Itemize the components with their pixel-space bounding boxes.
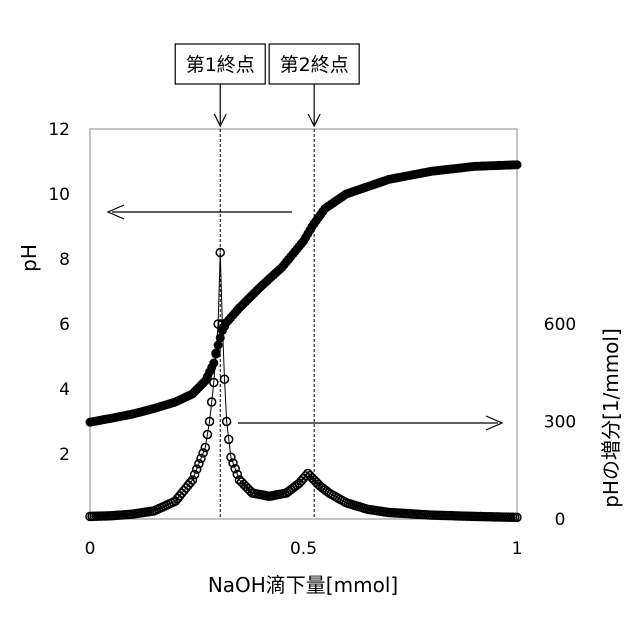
x-tick-label: 1 [512, 539, 523, 559]
left-tick-label: 12 [48, 120, 70, 140]
x-tick-label: 0 [85, 539, 96, 559]
series-ph [86, 160, 522, 426]
left-tick-label: 8 [59, 250, 70, 270]
x-axis-title: NaOH滴下量[mmol] [208, 573, 398, 597]
left-axis-ticks: 2 4 6 8 10 12 [48, 120, 70, 465]
x-tick-label: 0.5 [290, 539, 317, 559]
right-tick-label: 0 [555, 510, 566, 530]
left-axis-title: pH [17, 244, 41, 272]
left-axis-arrow [108, 205, 292, 219]
right-tick-label: 600 [544, 315, 576, 335]
left-tick-label: 4 [59, 380, 70, 400]
right-axis-ticks: 0 300 600 [544, 315, 576, 530]
left-tick-label: 6 [59, 315, 70, 335]
right-axis-title: pHの増分[1/mmol] [599, 328, 623, 508]
plot-frame [90, 129, 517, 519]
left-tick-label: 10 [48, 185, 70, 205]
ph-point [209, 359, 218, 368]
right-tick-label: 300 [544, 413, 576, 433]
ph-point [513, 160, 522, 169]
ph-point [211, 350, 220, 359]
left-tick-label: 2 [59, 445, 70, 465]
endpoint-label: 第2終点 [280, 54, 349, 76]
right-axis-arrow [238, 416, 502, 430]
endpoint-label: 第1終点 [186, 54, 255, 76]
x-axis-ticks: 00.51 [85, 539, 523, 559]
series-ph-increment [86, 249, 521, 522]
